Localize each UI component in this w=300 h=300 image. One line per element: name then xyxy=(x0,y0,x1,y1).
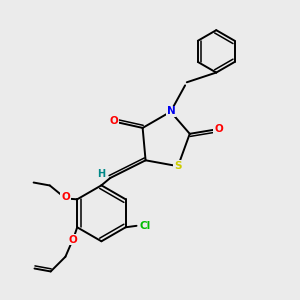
Text: O: O xyxy=(69,235,78,245)
Text: H: H xyxy=(97,169,105,179)
Text: O: O xyxy=(214,124,223,134)
Text: O: O xyxy=(61,192,70,202)
Text: O: O xyxy=(110,116,118,126)
Text: S: S xyxy=(174,161,182,171)
Text: N: N xyxy=(167,106,175,116)
Text: Cl: Cl xyxy=(140,221,151,231)
